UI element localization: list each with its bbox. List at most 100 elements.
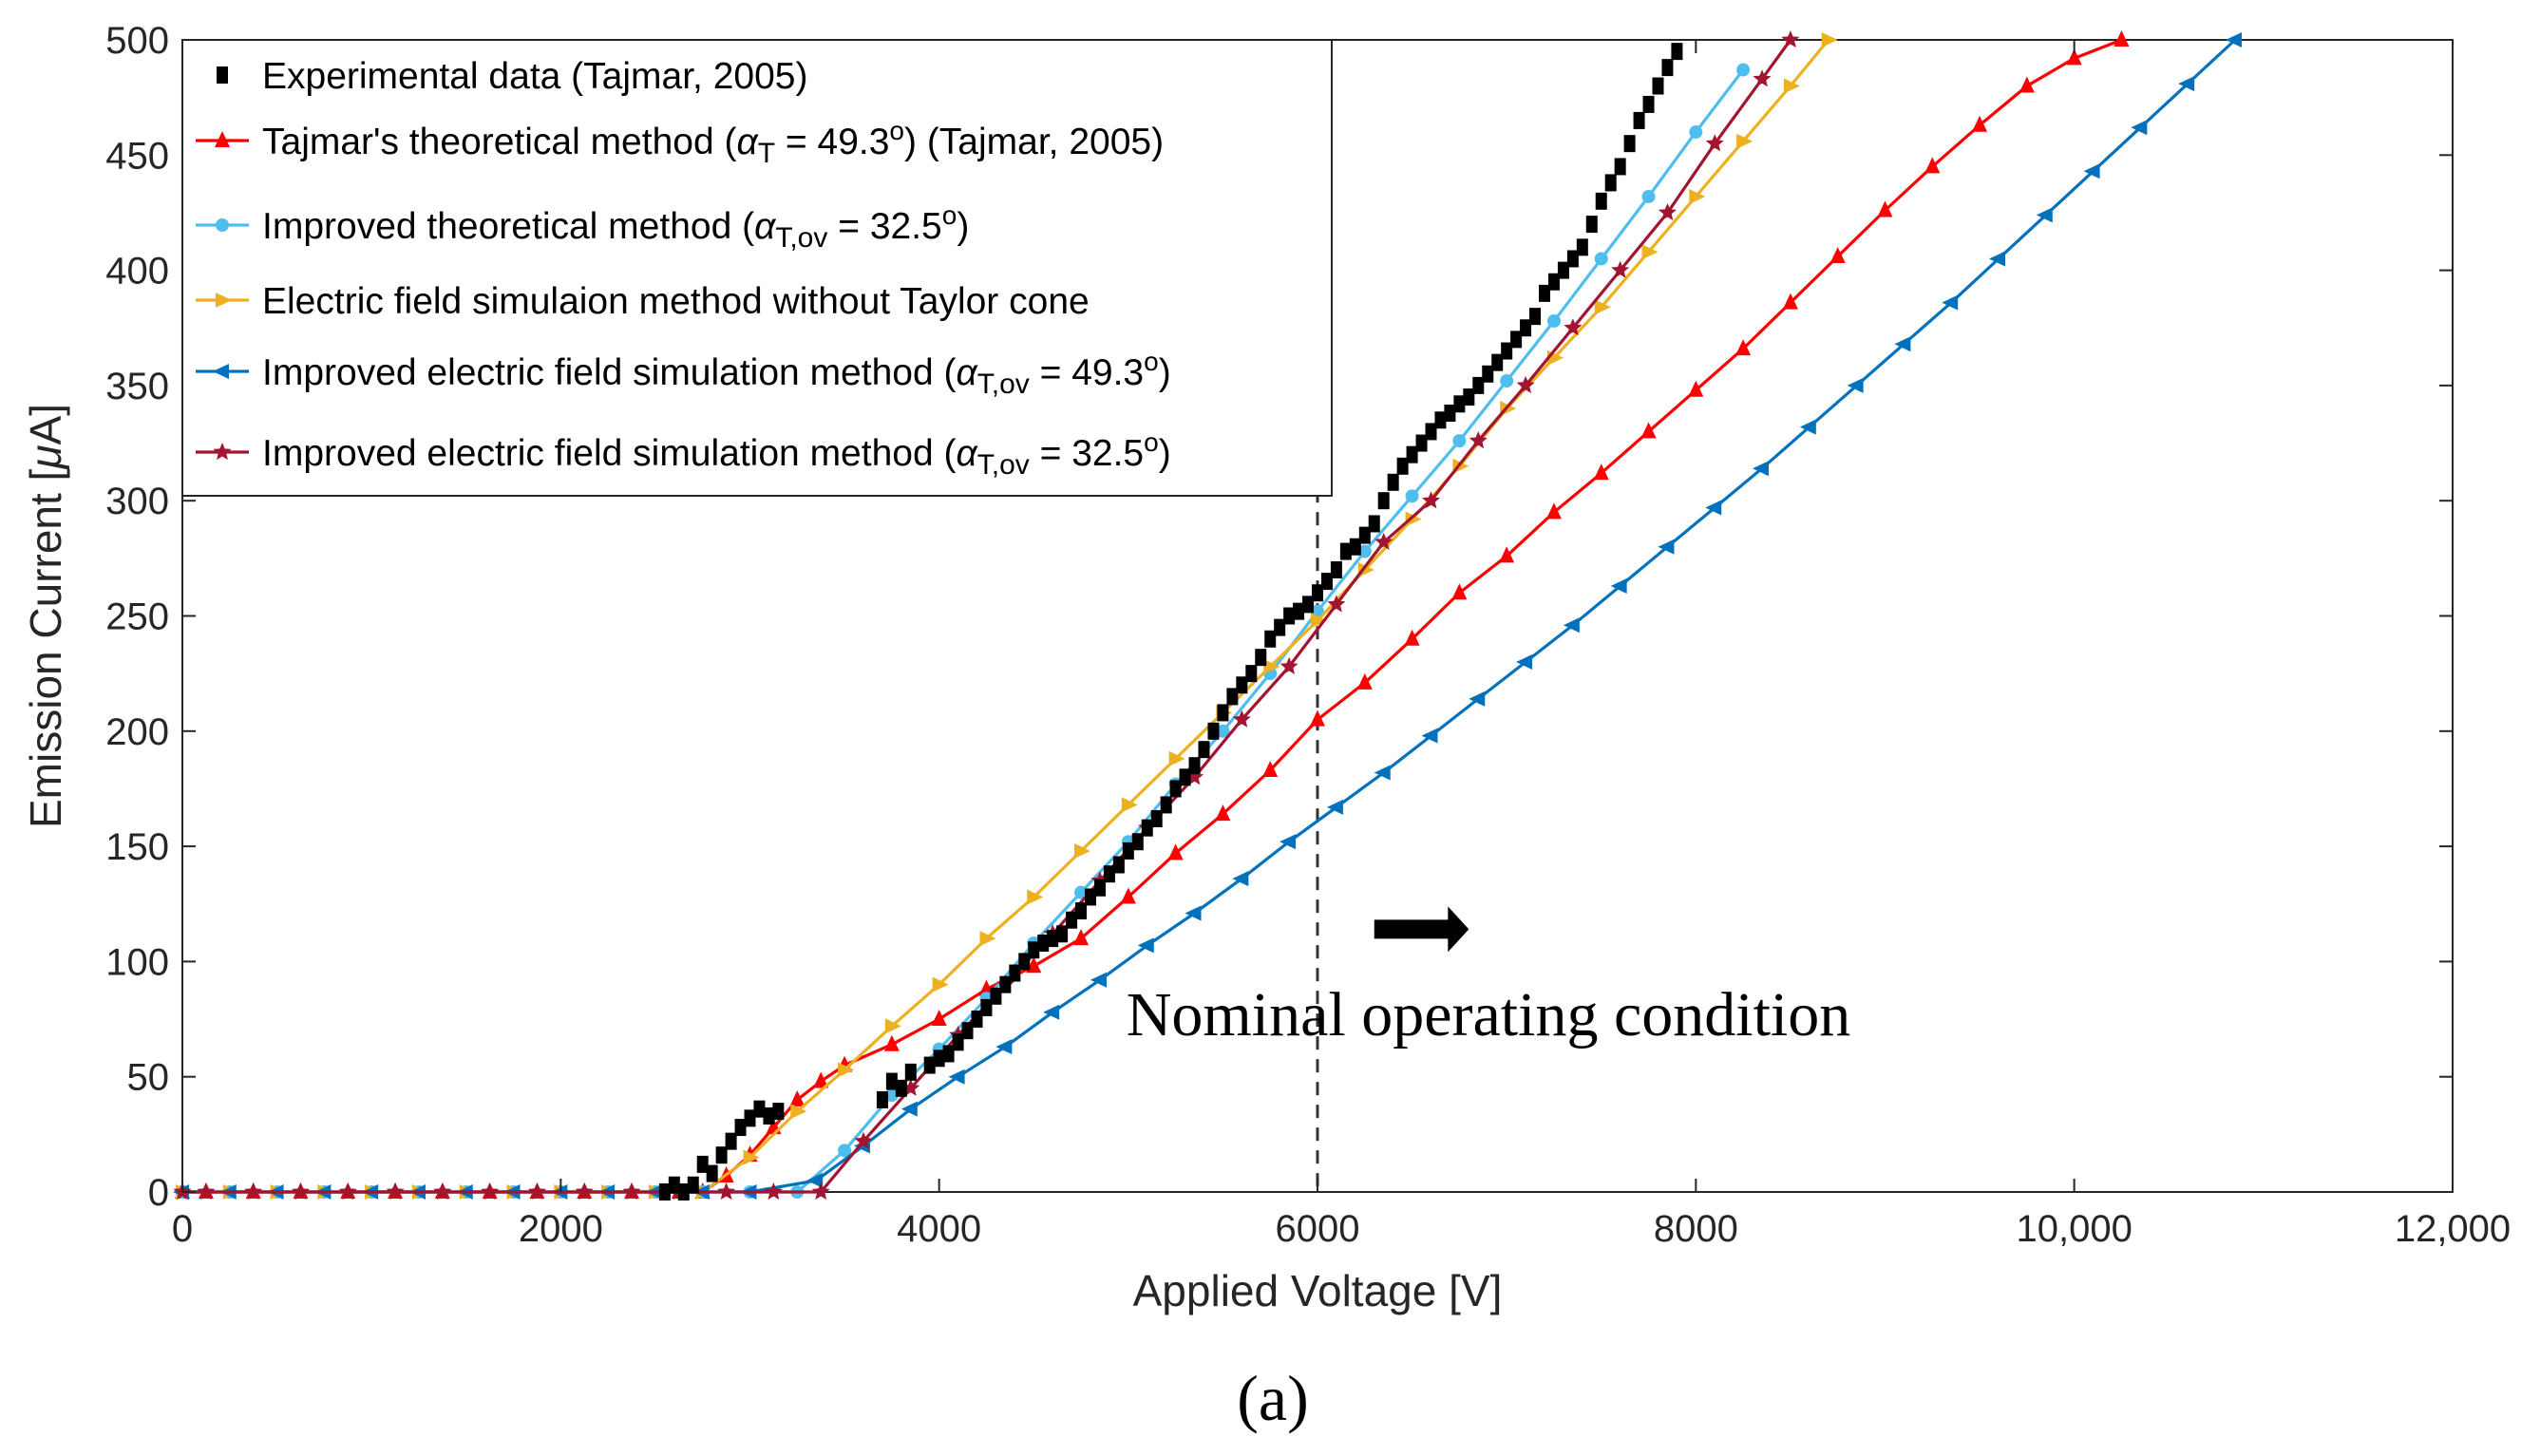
legend-swatch-marker <box>216 218 229 232</box>
data-point <box>1924 157 1941 174</box>
data-point <box>658 1183 671 1201</box>
data-point <box>1510 331 1523 349</box>
data-point <box>1312 584 1323 602</box>
data-point <box>1330 560 1342 578</box>
data-point <box>772 1103 785 1121</box>
data-point <box>1894 336 1911 352</box>
data-point <box>1262 761 1279 778</box>
data-point <box>1377 492 1390 510</box>
data-point <box>1633 111 1645 129</box>
data-point <box>1093 879 1106 897</box>
data-point <box>1563 617 1580 633</box>
legend-label-part: ) (Tajmar, 2005) <box>904 122 1164 162</box>
data-point <box>1179 768 1191 786</box>
data-point <box>1482 365 1494 383</box>
data-point <box>1279 656 1298 674</box>
legend-label-part: o <box>942 200 957 230</box>
data-point <box>971 1011 983 1029</box>
data-point <box>885 1072 898 1090</box>
legend-label: Experimental data (Tajmar, 2005) <box>262 56 807 97</box>
data-point <box>1121 797 1138 813</box>
data-point <box>2178 76 2195 92</box>
data-point <box>1406 445 1418 463</box>
data-point <box>904 1063 917 1081</box>
x-tick-label: 12,000 <box>2395 1208 2511 1250</box>
legend-label: Improved electric field simulation metho… <box>262 427 1171 481</box>
x-tick-label: 10,000 <box>2016 1208 2132 1250</box>
data-point <box>527 1182 546 1201</box>
legend-swatch-marker <box>215 131 230 147</box>
data-point <box>854 1131 873 1149</box>
y-tick-label: 300 <box>105 481 169 522</box>
data-point <box>1302 596 1315 614</box>
data-point <box>1405 511 1422 527</box>
data-point <box>811 1182 830 1201</box>
data-point <box>2066 48 2082 66</box>
data-point <box>1610 577 1627 594</box>
data-point <box>1516 375 1535 393</box>
legend-label-part: ) <box>1159 433 1171 474</box>
data-point <box>622 1182 641 1201</box>
data-point <box>1368 515 1380 533</box>
data-point <box>1349 538 1361 556</box>
data-point <box>883 1034 900 1051</box>
data-point <box>1339 542 1352 560</box>
data-point <box>338 1182 357 1201</box>
data-point <box>1043 1004 1060 1020</box>
data-point <box>1611 260 1630 278</box>
legend-label-part: = 32.5 <box>1030 433 1144 474</box>
y-tick-label: 250 <box>105 596 169 638</box>
legend-swatch-marker <box>213 443 232 461</box>
data-point <box>1989 251 2005 267</box>
data-point <box>1452 434 1467 448</box>
data-point <box>1641 244 1659 260</box>
legend-entry: Improved electric field simulation metho… <box>196 347 1171 400</box>
data-point <box>1090 972 1107 988</box>
data-point <box>961 1022 974 1040</box>
data-point <box>2131 120 2148 136</box>
data-point <box>1074 842 1091 859</box>
data-point <box>1075 902 1088 920</box>
data-point <box>1185 905 1202 921</box>
legend-label: Tajmar's theoretical method (αT = 49.3o)… <box>262 116 1164 169</box>
data-point <box>743 1149 760 1165</box>
legend-label-part: o <box>889 116 904 145</box>
data-point <box>1283 607 1296 625</box>
legend-label: Electric field simulaion method without … <box>262 281 1090 322</box>
data-point <box>1421 728 1438 744</box>
data-point <box>1137 937 1154 954</box>
data-point <box>1501 342 1513 360</box>
data-point <box>1112 856 1125 874</box>
legend-label-part: α <box>754 206 777 247</box>
data-point <box>1357 561 1374 577</box>
data-point <box>1463 388 1475 407</box>
panel-label: (a) <box>1237 1362 1308 1434</box>
data-point <box>1274 618 1286 636</box>
x-tick-label: 6000 <box>1276 1208 1360 1250</box>
y-axis-label-part: Emission Current [ <box>21 468 70 828</box>
data-point <box>1472 376 1485 394</box>
data-point <box>1293 602 1305 620</box>
data-point <box>386 1182 405 1201</box>
data-point <box>2036 207 2053 223</box>
data-point <box>1009 964 1021 982</box>
data-point <box>1539 284 1550 302</box>
data-point <box>1753 69 1772 87</box>
data-point <box>1027 889 1044 905</box>
data-point <box>1545 502 1562 520</box>
data-point <box>1640 422 1657 439</box>
data-point <box>1877 200 1893 217</box>
axes-layer: 0 2000 4000 6000 8000 10,000 12,000 0 50 100 150 20… <box>21 20 2511 1315</box>
legend-label-part: = 32.5 <box>827 206 941 247</box>
data-point <box>1103 865 1115 883</box>
data-point <box>1255 649 1267 667</box>
legend-swatch-marker <box>213 364 229 379</box>
data-point <box>1594 252 1608 266</box>
data-point <box>933 1049 945 1068</box>
data-point <box>1688 380 1704 397</box>
data-point <box>789 1089 806 1106</box>
data-point <box>2225 32 2242 47</box>
data-point <box>1614 158 1626 176</box>
legend-label-part: Tajmar's theoretical method ( <box>262 122 736 162</box>
